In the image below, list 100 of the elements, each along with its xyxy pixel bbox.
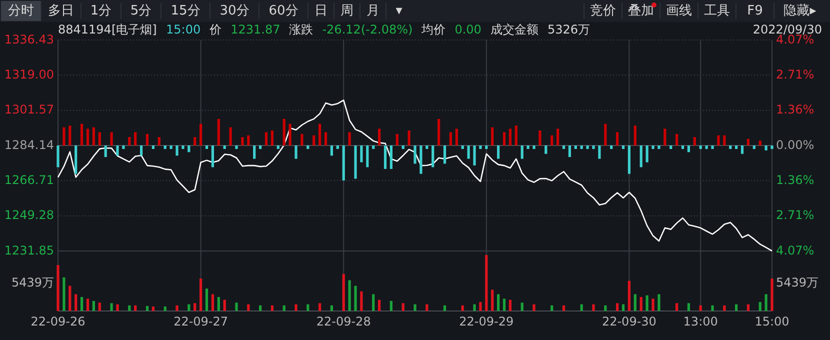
bar	[241, 137, 244, 146]
bar	[658, 146, 660, 149]
bar	[128, 137, 131, 146]
bar	[693, 137, 696, 146]
bar	[92, 127, 95, 146]
bar	[330, 146, 333, 156]
bar	[396, 134, 398, 146]
text: 均价	[420, 22, 446, 36]
x-tick-label: 15:00	[754, 314, 790, 328]
bar	[194, 303, 196, 311]
bar	[80, 124, 84, 146]
bar	[538, 130, 542, 146]
bar	[438, 118, 440, 146]
bar	[378, 128, 381, 146]
bar	[616, 132, 619, 146]
text: 价	[208, 22, 222, 36]
y2-tick-label: 1.36%	[776, 173, 814, 188]
bar	[497, 146, 500, 159]
bar	[229, 127, 232, 146]
bar	[764, 146, 768, 150]
bar	[699, 146, 702, 149]
bar	[764, 294, 768, 311]
text: 分时	[8, 4, 34, 19]
bar	[646, 146, 648, 162]
bar	[592, 146, 595, 149]
bar	[259, 146, 262, 149]
bar	[312, 135, 316, 146]
y-tick-label: 1319.00	[4, 67, 54, 82]
bar	[520, 146, 524, 159]
bar	[402, 146, 404, 149]
bar	[432, 146, 434, 168]
bar	[687, 303, 690, 311]
bar	[705, 146, 708, 149]
text: 5分	[130, 4, 152, 19]
bar	[711, 305, 714, 311]
bar	[580, 304, 583, 311]
bar	[687, 146, 690, 152]
y2-tick-label: 2.71%	[776, 68, 814, 82]
bar	[758, 302, 762, 311]
bar	[200, 124, 202, 146]
text: 画线	[666, 4, 692, 19]
bar	[746, 138, 750, 146]
bar	[211, 146, 214, 168]
bar	[360, 146, 363, 162]
bar	[562, 305, 566, 311]
bar	[461, 146, 464, 149]
bar	[580, 146, 583, 149]
bar	[443, 305, 446, 311]
bar	[140, 146, 143, 156]
bar	[98, 132, 101, 146]
text: 日	[314, 4, 328, 19]
bar	[134, 132, 137, 146]
bar	[574, 146, 577, 149]
bar	[348, 132, 351, 146]
bar	[247, 304, 250, 311]
bar	[676, 303, 678, 311]
bar	[646, 295, 648, 311]
bar	[354, 146, 357, 179]
x-tick-label: 22-09-26	[30, 314, 86, 328]
bar	[497, 294, 500, 311]
bar	[508, 300, 512, 311]
bar	[74, 146, 78, 174]
bar	[223, 146, 226, 149]
x-tick-label: 22-09-27	[174, 314, 228, 328]
bar	[134, 305, 137, 311]
bar	[217, 297, 220, 311]
bar	[532, 146, 536, 149]
text: F9	[747, 4, 763, 19]
bar	[520, 302, 524, 311]
bar	[610, 146, 613, 149]
bar	[300, 134, 304, 146]
bar	[205, 288, 208, 311]
y-tick-label: 1336.43	[4, 32, 54, 46]
bar	[485, 255, 488, 311]
text: 0.00	[454, 22, 482, 36]
bar	[491, 127, 494, 146]
bar	[634, 294, 636, 311]
bar	[235, 146, 238, 149]
bar	[253, 146, 256, 159]
y-tick-label: 1284.14	[4, 138, 54, 152]
bar	[467, 146, 470, 159]
bar	[164, 146, 166, 149]
text: 5326万	[547, 22, 590, 36]
bar	[622, 304, 625, 311]
bar	[414, 304, 416, 311]
bar	[770, 278, 774, 311]
text: -26.12(-2.08%)	[322, 22, 413, 36]
bar	[711, 146, 714, 149]
bar	[56, 146, 60, 168]
bar	[194, 137, 196, 146]
y2-tick-label: 1.36%	[776, 102, 814, 117]
bar	[56, 265, 60, 311]
bar	[426, 146, 428, 149]
bar	[294, 304, 298, 311]
bar	[146, 306, 149, 311]
y2-tick-label: 2.71%	[776, 208, 814, 222]
bar	[699, 305, 702, 311]
bar	[508, 128, 512, 146]
bar	[616, 303, 619, 311]
text: 竞价	[590, 4, 616, 19]
